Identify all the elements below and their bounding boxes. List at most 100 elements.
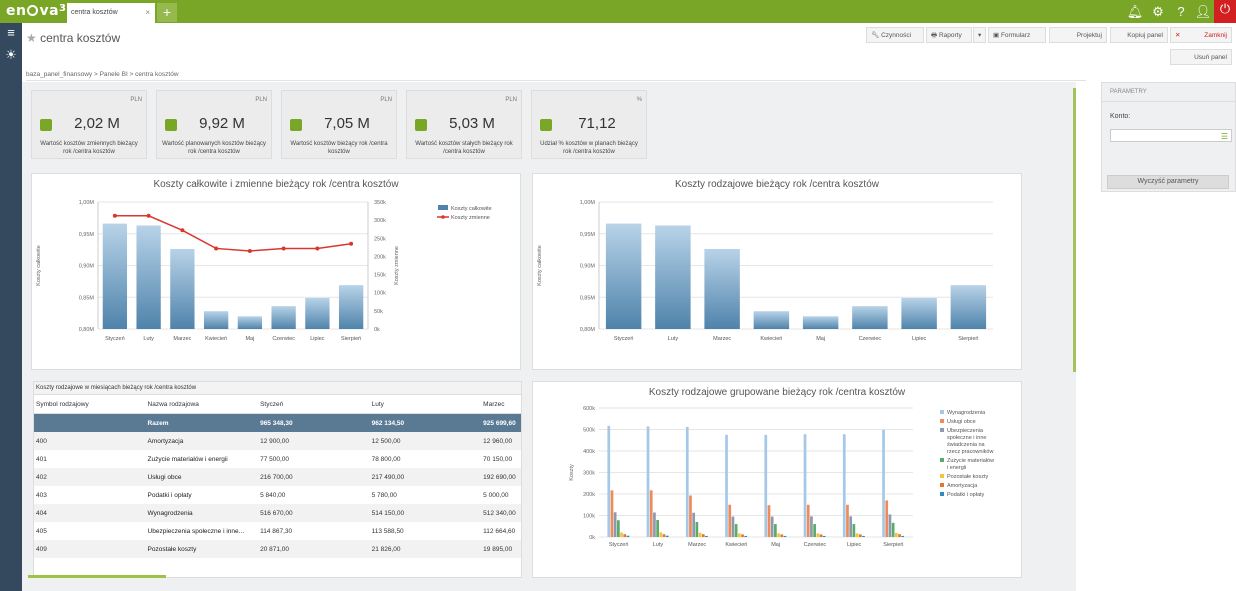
legend-label: Pozostałe koszty [947,474,989,480]
breadcrumb-item[interactable]: centra kosztów [135,71,179,78]
bar [770,516,774,537]
clear-parameters-button[interactable]: Wyczyść parametry [1107,175,1229,189]
zamknij-button[interactable]: ✕ Zamknij [1170,27,1232,43]
table-cell: 512 340,00 [483,509,516,517]
bar [656,520,659,537]
bar [170,248,195,329]
table-row[interactable]: 404 Wynagrodzenia 516 670,00 514 150,00 512 … [34,504,521,522]
x-tick-label: Sierpień [341,336,361,342]
power-icon[interactable]: ⏻ [1214,0,1236,23]
chart-panel-1: Koszty całkowite i zmienne bieżący rok /… [31,173,521,370]
czynnosci-button[interactable]: 🔧︎ Czynności [866,27,924,43]
tab-close-icon[interactable]: × [145,8,150,17]
new-tab-button[interactable]: + [157,3,177,22]
bell-icon[interactable]: 🔔︎ [1126,4,1144,19]
x-tick-label: Czerwiec [859,336,882,342]
line-point [281,246,286,251]
chart-panel-3: Koszty rodzajowe grupowane bieżący rok /… [532,381,1022,578]
y-tick-label: 500k [583,428,595,434]
konto-input[interactable]: ☰ [1110,129,1232,142]
y-tick-label: 400k [583,449,595,455]
list-icon[interactable]: ☰ [1220,132,1228,141]
x-tick-label: Lipiec [310,336,325,342]
bar [901,297,937,329]
kopiuj-panel-button[interactable]: Kopiuj panel [1110,27,1168,43]
tab-centra-kosztow[interactable]: centra kosztów × [67,3,155,23]
kpi-tile[interactable]: PLN 2,02 M Wartość kosztów zmiennych bieżą… [31,90,147,159]
table-row[interactable]: 400 Amortyzacja 12 900,00 12 500,00 12 960,0… [34,432,521,450]
projektuj-button[interactable]: Projektuj [1049,27,1107,43]
column-header[interactable]: Marzec [483,401,505,408]
table-cell: 401 [36,455,47,463]
kpi-tile[interactable]: PLN 5,03 M Wartość kosztów stałych bieżący… [406,90,522,159]
table-cell: 78 800,00 [371,455,401,463]
gear-icon[interactable]: ⚙ [1152,4,1164,19]
table-cell: Wynagrodzenia [147,509,193,517]
horizontal-scrollbar[interactable] [28,575,166,578]
breadcrumb-item[interactable]: Panele BI [99,71,128,78]
table-row[interactable]: 403 Podatki i opłaty 5 840,00 5 780,00 5 000… [34,486,521,504]
bar [701,534,705,537]
bar [950,285,987,329]
bar [783,535,787,537]
x-tick-label: Luty [143,336,154,342]
bar [862,535,865,537]
menu-icon[interactable]: ≡ [7,25,15,40]
line-point [349,241,354,246]
bar [610,490,614,537]
line-point [214,246,219,251]
database-icon [290,119,302,131]
table-cell: 19 895,00 [483,545,513,553]
table-cell: 12 900,00 [260,437,289,445]
legend-label: Zużycie materiałów [947,458,994,464]
kpi-tile[interactable]: PLN 7,05 M Wartość kosztów bieżący rok /ce… [281,90,397,159]
bar [852,306,888,329]
table-cell: 113 588,50 [371,527,404,535]
x-tick-label: Styczeń [609,542,629,548]
raporty-dropdown-icon[interactable]: ▾ [973,27,986,43]
bar [734,524,738,537]
y-tick-label: 0,95M [580,232,596,238]
y2-tick-label: 200k [374,254,386,260]
x-tick-label: Luty [653,542,664,548]
bar [271,306,296,329]
konto-label: Konto: [1110,113,1131,120]
y-tick-label: 1,00M [79,200,95,206]
table-cell: 965 348,30 [260,419,293,427]
table-row[interactable]: 405 Ubezpieczenia społeczne i inne... 114 … [34,522,521,540]
usun-panel-button[interactable]: Usuń panel [1170,49,1232,65]
table-row[interactable]: 402 Usługi obce 216 700,00 217 490,00 192 69… [34,468,521,486]
user-icon[interactable]: 👤︎ [1194,4,1212,19]
table-row[interactable]: 409 Pozostałe koszty 20 871,00 21 826,00 19 … [34,540,521,558]
bar [728,504,732,537]
table-cell: 70 150,00 [483,455,513,463]
table-cell: 5 780,00 [371,491,397,499]
breadcrumb-item[interactable]: baza_panel_finansowy [26,71,93,78]
column-header[interactable]: Symbol rodzajowy [36,401,89,408]
x-tick-label: Marzec [173,336,191,342]
lightbulb-icon[interactable]: ☀ [5,47,17,62]
bar [888,514,892,537]
kpi-tile[interactable]: PLN 9,92 M Wartość planowanych kosztów bie… [156,90,272,159]
column-header[interactable]: Nazwa rodzajowa [147,401,199,408]
help-icon[interactable]: ? [1177,4,1185,19]
column-header[interactable]: Styczeń [260,401,284,408]
bar [731,516,735,537]
x-tick-label: Kwiecień [205,336,227,342]
table-row[interactable]: 401 Zużycie materiałów i energii 77 500,00… [34,450,521,468]
kpi-tile[interactable]: % 71,12 Udział % kosztów w planach bieżący… [531,90,647,159]
table-row[interactable]: Razem 965 348,30 962 134,50 925 699,60 [34,414,521,432]
raporty-button[interactable]: 🖶 Raporty [926,27,972,43]
column-header[interactable]: Luty [371,401,384,408]
table-cell: 962 134,50 [371,419,405,427]
panel-resize-handle[interactable] [1073,88,1076,372]
bar [237,316,263,329]
x-tick-label: Maj [771,542,780,548]
star-icon[interactable]: ★ [26,31,37,45]
divider [26,80,1086,81]
bar [741,534,744,537]
formularz-button[interactable]: ▣ Formularz [988,27,1046,43]
table-cell: 409 [36,545,47,553]
bar [816,533,820,537]
bar [882,429,885,537]
